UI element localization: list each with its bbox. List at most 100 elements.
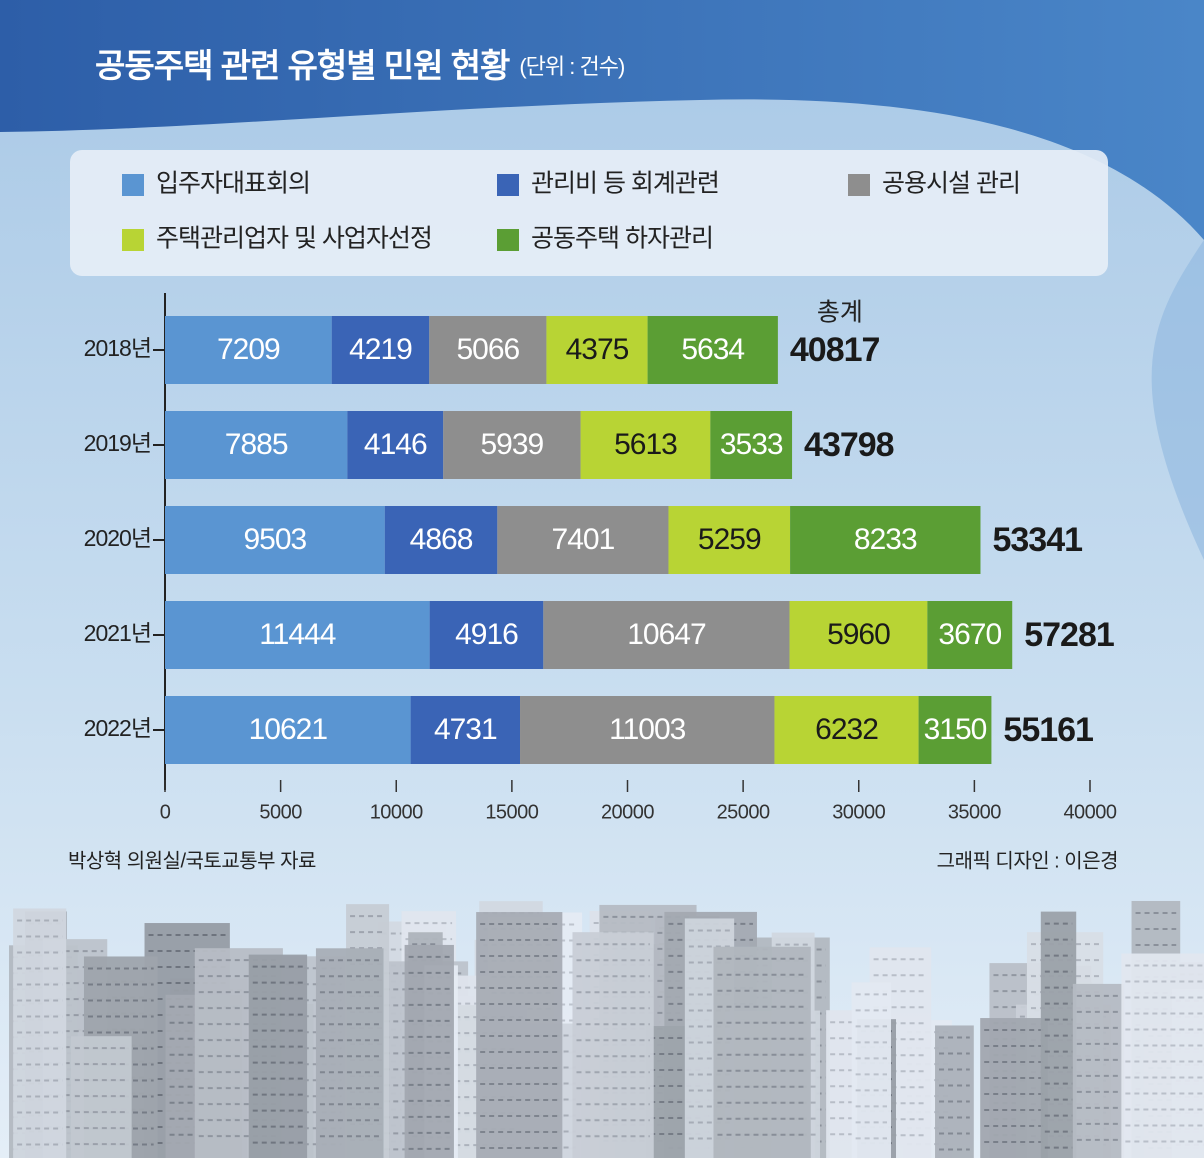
total-label: 40817 (790, 331, 880, 369)
legend-swatch (122, 229, 144, 251)
bar-segment (789, 601, 928, 669)
y-tick-label: 2019년 (84, 430, 151, 456)
y-tick-label: 2020년 (84, 525, 151, 551)
legend-swatch (497, 229, 519, 251)
total-label: 53341 (992, 521, 1082, 559)
building (980, 1018, 1048, 1158)
source: 박상혁 의원실/국토교통부 자료 (68, 849, 316, 872)
building (935, 1025, 974, 1158)
value-label: 9503 (244, 523, 307, 556)
value-label: 7209 (217, 333, 280, 366)
value-label: 11003 (609, 713, 686, 746)
value-label: 4731 (434, 713, 497, 746)
value-label: 5259 (698, 523, 761, 556)
x-tick-label: 15000 (485, 801, 538, 823)
bar-segment (774, 696, 919, 764)
building (572, 932, 654, 1158)
plot-area: 0 5000 10000 15000 20000 25000 30000 35000 40000… (84, 293, 1117, 823)
bar-segment (410, 696, 521, 764)
bar-segment (668, 506, 791, 574)
value-label: 5939 (481, 428, 544, 461)
bar-segment (927, 601, 1013, 669)
building (404, 944, 454, 1158)
value-label: 10621 (249, 713, 328, 746)
bar-segment (543, 601, 790, 669)
legend-label: 공동주택 하자관리 (531, 225, 713, 253)
cityscape (9, 900, 1204, 1158)
legend-swatch (848, 174, 870, 196)
legend-label: 관리비 등 회계관련 (531, 170, 719, 198)
value-label: 8233 (854, 523, 917, 556)
value-label: 10647 (627, 618, 706, 651)
x-tick-label: 30000 (832, 801, 885, 823)
legend-swatch (497, 174, 519, 196)
credit: 그래픽 디자인 : 이은경 (937, 849, 1118, 872)
value-label: 4219 (349, 333, 412, 366)
value-label: 5613 (614, 428, 677, 461)
bar-segment (429, 601, 544, 669)
y-tick-label: 2018년 (84, 335, 151, 361)
x-tick-label: 25000 (717, 801, 770, 823)
x-tick-label: 20000 (601, 801, 654, 823)
bar-segment (647, 316, 778, 384)
total-label: 43798 (804, 426, 894, 464)
x-tick-label: 10000 (370, 801, 423, 823)
value-label: 7885 (225, 428, 288, 461)
total-label: 55161 (1003, 711, 1093, 749)
value-label: 11444 (259, 618, 336, 651)
bar-segment (520, 696, 775, 764)
bar-segment (165, 601, 430, 669)
bar-segment (497, 506, 669, 574)
decor-curve (1151, 240, 1204, 560)
value-label: 4375 (566, 333, 629, 366)
header-band (0, 0, 1204, 240)
chart-title: 공동주택 관련 유형별 민원 현황 (단위 : 건수) (95, 47, 624, 84)
legend-label: 입주자대표회의 (156, 170, 310, 198)
bar-segment (165, 506, 385, 574)
bar-segment (384, 506, 498, 574)
value-label: 5634 (681, 333, 744, 366)
bar-segment (165, 316, 332, 384)
bar-segment (580, 411, 711, 479)
building (1121, 953, 1204, 1158)
bar-segment (546, 316, 648, 384)
title-text: 공동주택 관련 유형별 민원 현황 (95, 47, 510, 84)
bar-segment (331, 316, 430, 384)
x-tick-label: 35000 (948, 801, 1001, 823)
bar-segment (918, 696, 992, 764)
building (1072, 983, 1125, 1158)
value-label: 5066 (456, 333, 519, 366)
building (315, 948, 384, 1158)
y-tick-label: 2021년 (84, 620, 151, 646)
building (851, 982, 892, 1158)
bar-segment (443, 411, 581, 479)
total-label: 57281 (1024, 616, 1114, 654)
legend-label: 주택관리업자 및 사업자선정 (156, 225, 432, 253)
bar-segment (165, 411, 348, 479)
bar-segment (710, 411, 793, 479)
building (476, 912, 563, 1158)
unit-text: (단위 : 건수) (519, 54, 624, 79)
bar-segment (790, 506, 981, 574)
value-label: 3670 (938, 618, 1001, 651)
value-label: 4916 (455, 618, 518, 651)
value-label: 4868 (410, 523, 473, 556)
building (248, 954, 308, 1158)
bar-segment (429, 316, 547, 384)
legend-swatch (122, 174, 144, 196)
x-tick-label: 5000 (259, 801, 302, 823)
total-heading: 총계 (817, 299, 863, 327)
value-label: 6232 (815, 713, 878, 746)
value-label: 7401 (552, 523, 615, 556)
value-label: 3150 (924, 713, 987, 746)
x-tick-label: 40000 (1063, 801, 1116, 823)
value-label: 3533 (720, 428, 783, 461)
bar-segment (347, 411, 444, 479)
x-tick-label: 0 (160, 801, 171, 823)
y-tick-label: 2022년 (84, 715, 151, 741)
legend-label: 공용시설 관리 (882, 170, 1020, 198)
building (713, 946, 811, 1158)
value-label: 4146 (364, 428, 427, 461)
